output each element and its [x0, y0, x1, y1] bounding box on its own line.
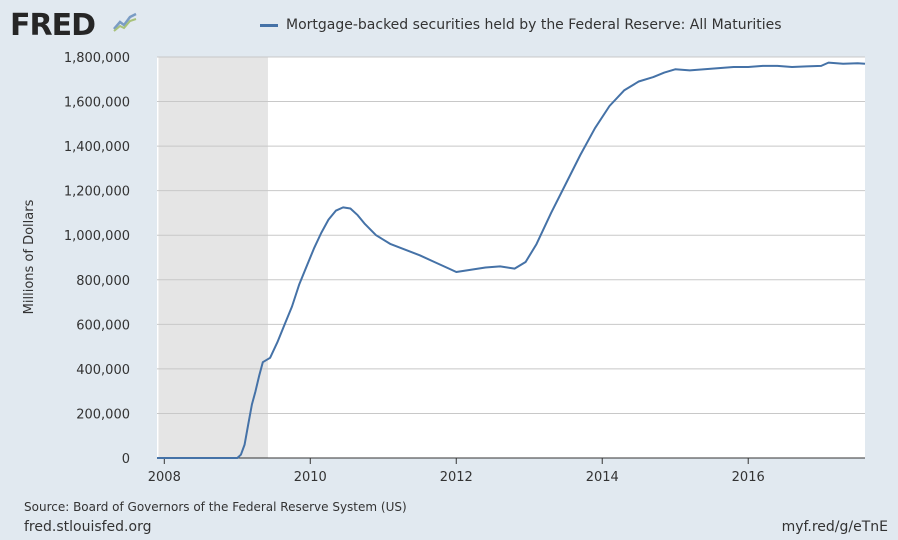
recession-band	[158, 57, 268, 458]
y-tick-label: 600,000	[76, 318, 130, 333]
series-layer	[157, 61, 866, 459]
x-tick-label: 2010	[294, 470, 327, 485]
plot-area	[157, 57, 865, 458]
y-tick-label: 1,400,000	[64, 140, 130, 155]
y-tick-label: 1,600,000	[64, 96, 130, 111]
fred-logo[interactable]: FRED	[10, 8, 96, 43]
site-link[interactable]: fred.stlouisfed.org	[24, 519, 152, 535]
x-tick-label: 2014	[586, 470, 619, 485]
x-tick-label: 2008	[148, 470, 181, 485]
x-tick-label: 2012	[440, 470, 473, 485]
short-link[interactable]: myf.red/g/eTnE	[781, 519, 888, 535]
y-tick-label: 0	[122, 452, 130, 467]
legend-swatch	[260, 23, 278, 27]
y-tick-label: 400,000	[76, 363, 130, 378]
series-line	[157, 61, 866, 459]
legend: Mortgage-backed securities held by the F…	[260, 15, 782, 35]
y-tick-label: 800,000	[76, 274, 130, 289]
y-tick-label: 1,200,000	[64, 185, 130, 200]
y-axis: 0 200,000 400,000 600,000 800,000 1,000,000 1,…	[64, 51, 130, 467]
x-axis: 2008 2010 2012 2014 2016	[148, 457, 865, 485]
y-axis-label: Millions of Dollars	[22, 199, 37, 314]
x-tick-label: 2016	[732, 470, 765, 485]
chart-line-icon	[112, 11, 138, 33]
legend-label: Mortgage-backed securities held by the F…	[286, 17, 782, 33]
y-tick-label: 200,000	[76, 407, 130, 422]
recession-bands	[158, 57, 268, 458]
line-chart: 0 200,000 400,000 600,000 800,000 1,000,000 1,…	[22, 51, 866, 485]
y-tick-label: 1,000,000	[64, 229, 130, 244]
y-tick-label: 1,800,000	[64, 51, 130, 66]
source-note: Source: Board of Governors of the Federa…	[24, 500, 407, 514]
